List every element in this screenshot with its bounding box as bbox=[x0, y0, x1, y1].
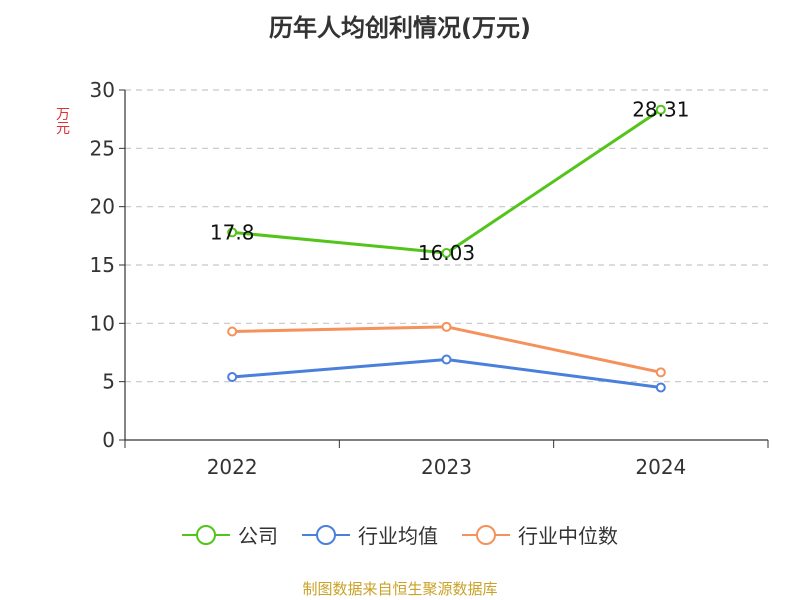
data-labels: 17.8 16.03 28.31 bbox=[210, 98, 690, 265]
x-tick-label: 2024 bbox=[635, 455, 686, 479]
legend-marker-icon bbox=[462, 524, 510, 545]
y-tick-label: 25 bbox=[90, 136, 115, 160]
legend: 公司 行业均值 行业中位数 bbox=[0, 520, 800, 549]
y-tick-label: 30 bbox=[90, 78, 115, 102]
legend-item[interactable]: 行业均值 bbox=[302, 520, 438, 549]
chart-title: 历年人均创利情况(万元) bbox=[269, 14, 531, 42]
data-point bbox=[655, 367, 666, 378]
legend-label: 行业均值 bbox=[358, 524, 438, 548]
legend-marker-icon bbox=[302, 524, 350, 545]
x-tick-label: 2022 bbox=[207, 455, 258, 479]
data-point bbox=[227, 227, 238, 238]
data-point bbox=[441, 247, 452, 258]
axes: 0 5 10 15 20 25 30 2022 2023 2024 bbox=[90, 78, 769, 479]
data-point bbox=[655, 382, 666, 393]
data-label: 28.31 bbox=[632, 98, 689, 122]
y-tick-label: 15 bbox=[90, 253, 115, 277]
legend-circle bbox=[196, 524, 216, 545]
legend-circle bbox=[316, 524, 336, 545]
data-point bbox=[441, 354, 452, 365]
x-tick-label: 2023 bbox=[421, 455, 472, 479]
data-point bbox=[441, 321, 452, 332]
source-footer: 制图数据来自恒生聚源数据库 bbox=[302, 580, 498, 598]
legend-label: 行业中位数 bbox=[518, 524, 618, 548]
legend-marker-icon bbox=[182, 524, 230, 545]
data-point bbox=[227, 326, 238, 337]
data-point bbox=[227, 372, 238, 382]
data-label: 17.8 bbox=[210, 220, 255, 244]
y-tick-label: 20 bbox=[90, 195, 115, 219]
y-tick-label: 0 bbox=[102, 428, 115, 452]
y-axis-label: 万元 bbox=[56, 107, 70, 137]
series-line bbox=[232, 325, 662, 374]
legend-circle bbox=[476, 524, 496, 545]
data-point bbox=[655, 104, 666, 115]
legend-label: 公司 bbox=[238, 524, 278, 548]
series-lines bbox=[227, 104, 666, 393]
series-line bbox=[232, 108, 662, 255]
legend-item[interactable]: 行业中位数 bbox=[462, 520, 618, 549]
data-label: 16.03 bbox=[418, 241, 475, 265]
y-tick-label: 10 bbox=[90, 311, 115, 335]
y-tick-label: 5 bbox=[102, 370, 115, 394]
legend-item[interactable]: 公司 bbox=[182, 520, 278, 549]
